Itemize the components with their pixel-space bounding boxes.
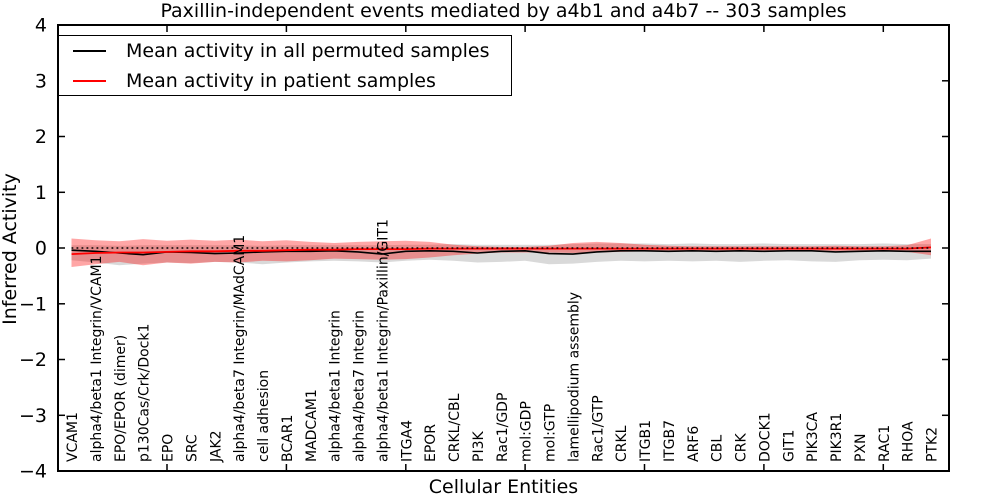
y-axis-label: Inferred Activity xyxy=(0,173,21,325)
x-category-label: Rac1/GDP xyxy=(495,393,511,462)
y-tick-label: 4 xyxy=(35,15,47,37)
x-category-label: CRKL xyxy=(614,425,630,462)
y-tick-label: 3 xyxy=(35,70,47,92)
y-tick-label: −1 xyxy=(19,293,47,315)
y-tick-label: 0 xyxy=(35,238,47,260)
y-tick-label: 2 xyxy=(35,126,47,148)
x-category-label: alpha4/beta7 Integrin xyxy=(352,310,368,462)
x-category-label: PIK3R1 xyxy=(829,413,845,462)
y-tick-label: −4 xyxy=(19,461,47,483)
x-category-label: SRC xyxy=(184,434,200,462)
x-category-label: DOCK1 xyxy=(757,412,773,462)
x-category-label: JAK2 xyxy=(208,430,224,463)
legend: Mean activity in all permuted samples Me… xyxy=(58,35,512,96)
x-category-label: RAC1 xyxy=(877,425,893,462)
chart-title: Paxillin-independent events mediated by … xyxy=(160,0,847,22)
x-category-label: EPOR xyxy=(423,424,439,462)
legend-label-patient: Mean activity in patient samples xyxy=(126,69,436,92)
x-category-label: ITGA4 xyxy=(399,420,415,462)
x-category-label: mol:GDP xyxy=(519,401,535,462)
x-category-label: mol:GTP xyxy=(543,404,559,462)
y-tick-label: −3 xyxy=(19,405,47,427)
x-category-label: ARF6 xyxy=(686,426,702,462)
x-category-label: CBL xyxy=(710,435,726,462)
x-category-label: GIT1 xyxy=(781,430,797,462)
x-axis-label: Cellular Entities xyxy=(428,476,579,498)
legend-row-patient: Mean activity in patient samples xyxy=(59,67,511,95)
x-category-label: EPO xyxy=(161,434,177,462)
x-category-label: MADCAM1 xyxy=(304,389,320,462)
x-category-label: ITGB1 xyxy=(638,420,654,462)
legend-line-sample-permuted xyxy=(73,49,106,52)
band-patient-range xyxy=(71,238,931,267)
x-category-label: EPO/EPOR (dimer) xyxy=(113,335,129,462)
x-category-label: BCAR1 xyxy=(280,415,296,462)
x-category-label: CRKL/CBL xyxy=(447,393,463,462)
legend-row-permuted: Mean activity in all permuted samples xyxy=(59,37,511,65)
x-category-label: p130Cas/Crk/Dock1 xyxy=(137,324,153,462)
x-category-label: alpha4/beta7 Integrin/MAdCAM1 xyxy=(232,235,248,462)
x-category-label: PXN xyxy=(853,433,869,462)
legend-line-sample-patient xyxy=(73,79,106,82)
x-category-label: CRK xyxy=(734,432,750,462)
x-category-label: PTK2 xyxy=(925,427,941,462)
x-category-label: PI3K xyxy=(471,431,487,462)
x-category-label: PIK3CA xyxy=(805,412,821,462)
x-category-label: lamellipodium assembly xyxy=(566,292,582,462)
x-category-label: cell adhesion xyxy=(256,370,272,462)
x-category-label: Rac1/GTP xyxy=(590,395,606,462)
line-permuted-mean xyxy=(71,249,931,256)
x-category-label: alpha4/beta1 Integrin/Paxillin/GIT1 xyxy=(375,219,391,462)
legend-label-permuted: Mean activity in all permuted samples xyxy=(126,39,490,62)
x-category-label: alpha4/beta1 Integrin xyxy=(328,310,344,462)
x-category-label: ITGB7 xyxy=(662,420,678,462)
y-tick-label: 1 xyxy=(35,182,47,204)
x-category-label: alpha4/beta1 Integrin/VCAM1 xyxy=(89,256,105,463)
x-category-label: RHOA xyxy=(901,421,917,462)
y-tick-label: −2 xyxy=(19,349,47,371)
x-category-label: VCAM1 xyxy=(65,412,81,462)
